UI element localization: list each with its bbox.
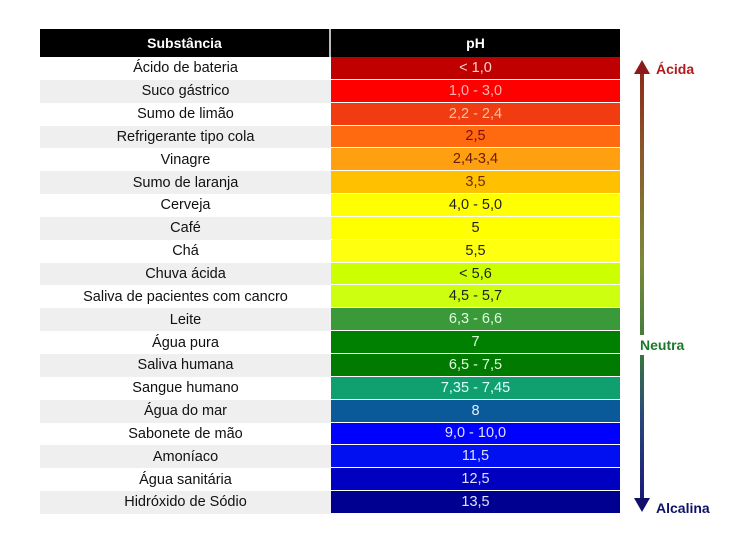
label-neutral: Neutra <box>640 335 685 355</box>
substance-cell: Saliva humana <box>40 353 331 377</box>
header-ph: pH <box>466 35 485 51</box>
ph-cell: 4,5 - 5,7 <box>331 285 620 309</box>
table-body: Ácido de bateria < 1,0 Suco gástrico 1,0 - … <box>40 57 620 514</box>
ph-cell: 9,0 - 10,0 <box>331 422 620 446</box>
substance-cell: Sumo de laranja <box>40 171 331 195</box>
substance-cell: Hidróxido de Sódio <box>40 491 331 514</box>
table-row: Água pura 7 <box>40 331 620 354</box>
arrow-down-icon <box>634 498 650 512</box>
label-acid: Ácida <box>656 61 695 77</box>
ph-cell: 8 <box>331 399 620 423</box>
substance-cell: Leite <box>40 308 331 332</box>
table-row: Sumo de laranja 3,5 <box>40 171 620 195</box>
ph-cell: 2,5 <box>331 125 620 149</box>
ph-cell: 2,2 - 2,4 <box>331 102 620 126</box>
substance-cell: Amoníaco <box>40 445 331 469</box>
ph-cell: 7,35 - 7,45 <box>331 376 620 400</box>
header-substance: Substância <box>40 29 331 57</box>
ph-cell: 6,3 - 6,6 <box>331 308 620 332</box>
table-row: Chá 5,5 <box>40 239 620 263</box>
ph-scale-indicator: Ácida Neutra Alcalina <box>630 0 748 546</box>
table-row: Café 5 <box>40 216 620 240</box>
label-alkaline: Alcalina <box>656 500 710 516</box>
ph-cell: 1,0 - 3,0 <box>331 79 620 103</box>
table-row: Água do mar 8 <box>40 399 620 423</box>
substance-cell: Refrigerante tipo cola <box>40 125 331 149</box>
table-row: Leite 6,3 - 6,6 <box>40 308 620 332</box>
substance-cell: Água sanitária <box>40 468 331 492</box>
substance-cell: Cerveja <box>40 194 331 217</box>
scale-axis-line <box>640 70 644 500</box>
table-header: Substância pH <box>40 29 620 57</box>
substance-cell: Água do mar <box>40 399 331 423</box>
table-row: Amoníaco 11,5 <box>40 445 620 469</box>
substance-cell: Vinagre <box>40 148 331 172</box>
substance-cell: Sangue humano <box>40 376 331 400</box>
ph-cell: 4,0 - 5,0 <box>331 194 620 217</box>
substance-cell: Ácido de bateria <box>40 57 331 80</box>
ph-cell: 6,5 - 7,5 <box>331 353 620 377</box>
ph-cell: 3,5 <box>331 171 620 195</box>
ph-cell: 13,5 <box>331 491 620 514</box>
substance-cell: Chuva ácida <box>40 262 331 286</box>
substance-cell: Café <box>40 216 331 240</box>
table-row: Saliva humana 6,5 - 7,5 <box>40 353 620 377</box>
table-row: Hidróxido de Sódio 13,5 <box>40 491 620 514</box>
ph-cell: 5,5 <box>331 239 620 263</box>
substance-cell: Saliva de pacientes com cancro <box>40 285 331 309</box>
table-row: Suco gástrico 1,0 - 3,0 <box>40 79 620 103</box>
table-row: Saliva de pacientes com cancro 4,5 - 5,7 <box>40 285 620 309</box>
substance-cell: Sumo de limão <box>40 102 331 126</box>
ph-cell: 2,4-3,4 <box>331 148 620 172</box>
table-row: Cerveja 4,0 - 5,0 <box>40 194 620 217</box>
arrow-up-icon <box>634 60 650 74</box>
table-row: Água sanitária 12,5 <box>40 468 620 492</box>
ph-cell: < 1,0 <box>331 57 620 80</box>
ph-cell: 7 <box>331 331 620 354</box>
table-row: Sabonete de mão 9,0 - 10,0 <box>40 422 620 446</box>
table-row: Ácido de bateria < 1,0 <box>40 57 620 80</box>
substance-cell: Água pura <box>40 331 331 354</box>
ph-cell: 11,5 <box>331 445 620 469</box>
ph-cell: 5 <box>331 216 620 240</box>
substance-cell: Suco gástrico <box>40 79 331 103</box>
ph-cell: 12,5 <box>331 468 620 492</box>
ph-cell: < 5,6 <box>331 262 620 286</box>
substance-cell: Chá <box>40 239 331 263</box>
ph-table: Substância pH Ácido de bateria < 1,0 Suco … <box>40 29 620 514</box>
substance-cell: Sabonete de mão <box>40 422 331 446</box>
table-row: Sangue humano 7,35 - 7,45 <box>40 376 620 400</box>
table-row: Refrigerante tipo cola 2,5 <box>40 125 620 149</box>
table-row: Chuva ácida < 5,6 <box>40 262 620 286</box>
table-row: Sumo de limão 2,2 - 2,4 <box>40 102 620 126</box>
table-row: Vinagre 2,4-3,4 <box>40 148 620 172</box>
